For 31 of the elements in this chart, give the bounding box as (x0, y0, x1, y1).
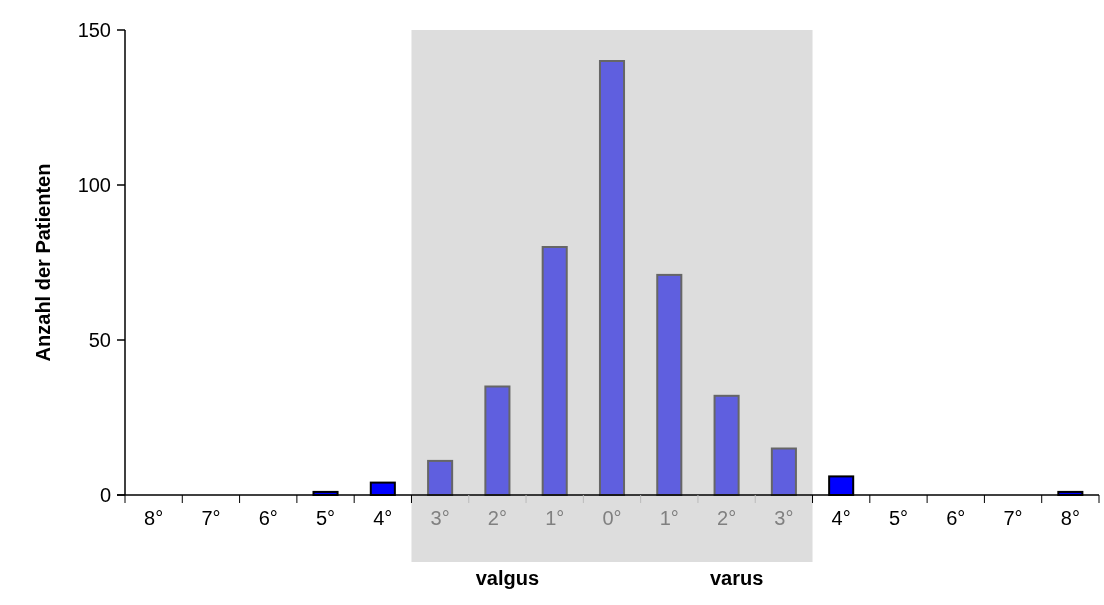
y-axis-title: Anzahl der Patienten (32, 163, 54, 362)
bar (770, 447, 797, 496)
y-tick-label: 150 (77, 19, 111, 41)
bar (598, 60, 626, 496)
x-tick-label: 4° (831, 507, 851, 529)
y-tick-label: 50 (88, 329, 111, 351)
x-tick-label: 1° (659, 507, 679, 529)
x-tick-label: 3° (430, 507, 450, 529)
x-tick-label: 6° (258, 507, 278, 529)
bar (713, 394, 740, 496)
x-tick-label: 5° (315, 507, 336, 529)
x-tick-label: 2° (717, 507, 737, 529)
x-tick-label: 1° (545, 507, 565, 529)
y-tick-label: 0 (99, 484, 111, 506)
bar (484, 385, 511, 496)
y-tick-label: 100 (77, 174, 111, 196)
x-tick-label: 2° (487, 507, 507, 529)
x-tick-label: 0° (602, 507, 622, 529)
bar (427, 459, 454, 496)
x-tick-label: 8° (1060, 507, 1080, 529)
x-tick-label: 7° (201, 507, 221, 529)
x-tick-label: 5° (888, 507, 909, 529)
bar (656, 273, 683, 496)
text: varus (709, 567, 764, 589)
bar (541, 246, 568, 496)
x-tick-label: 6° (946, 507, 966, 529)
x-tick-label: 7° (1003, 507, 1023, 529)
x-tick-label: 4° (373, 507, 393, 529)
x-tick-label: 3° (774, 507, 794, 529)
text: valgus (475, 567, 540, 589)
x-tick-label: 8° (144, 507, 164, 529)
